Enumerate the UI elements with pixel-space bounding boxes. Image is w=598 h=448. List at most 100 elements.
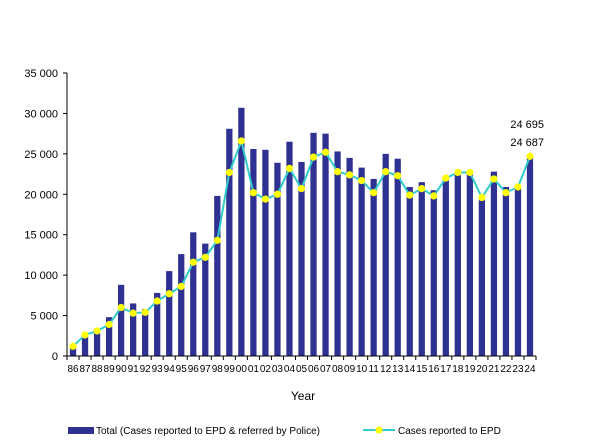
y-tick-label: 10 000 bbox=[24, 270, 58, 282]
y-tick-label: 30 000 bbox=[24, 108, 58, 120]
bar-series bbox=[69, 107, 534, 356]
bar bbox=[430, 190, 437, 356]
bar bbox=[274, 162, 281, 356]
bar bbox=[262, 149, 269, 356]
line-point bbox=[261, 195, 270, 203]
x-tick-label: 23 bbox=[512, 364, 524, 375]
y-tick-label: 15 000 bbox=[24, 230, 58, 242]
x-tick-label: 87 bbox=[79, 364, 91, 375]
x-tick-label: 21 bbox=[488, 364, 500, 375]
x-tick-label: 16 bbox=[428, 364, 440, 375]
line-point bbox=[165, 290, 173, 298]
bar bbox=[286, 141, 293, 356]
legend-label-epd: Cases reported to EPD bbox=[398, 426, 501, 437]
line-point bbox=[466, 168, 474, 177]
line-point bbox=[478, 193, 486, 202]
bar bbox=[226, 128, 233, 356]
x-tick-label: 96 bbox=[188, 364, 200, 375]
line-series bbox=[69, 137, 534, 350]
line-point bbox=[249, 189, 257, 197]
y-axis-ticks: 0 5 000 10 000 15 000 20 000 25 000 30 000 35 0… bbox=[24, 68, 67, 363]
line-point bbox=[213, 236, 221, 244]
x-tick-label: 24 bbox=[524, 364, 536, 375]
line-point bbox=[430, 192, 438, 200]
bar bbox=[346, 157, 353, 356]
line-point bbox=[297, 185, 306, 193]
bar bbox=[154, 292, 161, 356]
x-tick-label: 11 bbox=[368, 364, 379, 375]
line-point bbox=[201, 253, 209, 261]
x-tick-label: 09 bbox=[344, 364, 356, 375]
line-point bbox=[117, 303, 125, 312]
bar bbox=[370, 178, 377, 356]
x-tick-label: 91 bbox=[128, 364, 140, 375]
line-point bbox=[394, 172, 402, 180]
x-tick-label: 92 bbox=[140, 364, 152, 375]
line-point bbox=[321, 148, 330, 156]
line-point bbox=[129, 309, 137, 317]
bar bbox=[466, 172, 473, 356]
bar bbox=[142, 309, 149, 356]
line-point bbox=[237, 137, 245, 145]
line-point bbox=[153, 297, 161, 305]
y-tick-label: 5 000 bbox=[30, 311, 58, 323]
line-point bbox=[273, 190, 282, 198]
bar bbox=[478, 197, 486, 356]
x-tick-label: 99 bbox=[224, 364, 236, 375]
annotation-total-last: 24 695 bbox=[510, 119, 544, 131]
y-tick-label: 35 000 bbox=[24, 68, 58, 80]
x-tick-label: 94 bbox=[164, 364, 176, 375]
bar bbox=[418, 182, 425, 356]
y-tick-label: 20 000 bbox=[24, 189, 58, 201]
bar bbox=[105, 317, 113, 356]
x-tick-label: 04 bbox=[284, 364, 296, 375]
bar bbox=[298, 161, 305, 356]
legend-label-total: Total (Cases reported to EPD & referred … bbox=[96, 426, 320, 437]
x-tick-label: 02 bbox=[260, 364, 272, 375]
x-tick-label: 98 bbox=[212, 364, 224, 375]
bar bbox=[406, 187, 413, 356]
x-tick-label: 08 bbox=[332, 364, 344, 375]
bar bbox=[69, 346, 77, 356]
bar bbox=[514, 185, 522, 356]
line-point bbox=[93, 327, 101, 335]
x-tick-label: 95 bbox=[176, 364, 188, 375]
x-tick-label: 90 bbox=[116, 364, 128, 375]
bar bbox=[93, 328, 101, 356]
bar bbox=[178, 254, 185, 356]
bar bbox=[358, 167, 365, 356]
bar bbox=[502, 187, 510, 356]
bar bbox=[382, 153, 389, 356]
line-point bbox=[189, 258, 197, 266]
x-tick-label: 93 bbox=[152, 364, 164, 375]
bar bbox=[214, 195, 221, 356]
bar bbox=[117, 284, 125, 356]
x-tick-label: 03 bbox=[272, 364, 284, 375]
x-tick-label: 07 bbox=[320, 364, 332, 375]
bar bbox=[490, 171, 498, 356]
line-point bbox=[285, 164, 294, 173]
x-tick-label: 18 bbox=[452, 364, 464, 375]
x-tick-label: 20 bbox=[476, 364, 488, 375]
bar bbox=[238, 107, 245, 356]
bar bbox=[454, 174, 461, 356]
x-tick-label: 10 bbox=[356, 364, 368, 375]
x-tick-label: 19 bbox=[464, 364, 476, 375]
x-axis-ticks: 86 87 88 89 90 91 92 93 94 95 96 97 98 99 00 01 02 03 04 05… bbox=[66, 356, 537, 375]
x-tick-label: 97 bbox=[200, 364, 212, 375]
line-point bbox=[526, 152, 534, 160]
line-point bbox=[514, 183, 522, 191]
x-tick-label: 01 bbox=[248, 364, 260, 375]
line-point bbox=[502, 189, 510, 197]
bar bbox=[202, 243, 209, 356]
bar bbox=[526, 156, 534, 356]
x-tick-label: 86 bbox=[67, 364, 79, 375]
x-tick-label: 15 bbox=[416, 364, 428, 375]
line-point bbox=[358, 176, 366, 185]
bar bbox=[166, 271, 173, 356]
x-axis-title: Year bbox=[291, 389, 315, 403]
line-point bbox=[141, 308, 149, 316]
line-point bbox=[490, 175, 498, 183]
legend: Total (Cases reported to EPD & referred … bbox=[68, 426, 501, 437]
